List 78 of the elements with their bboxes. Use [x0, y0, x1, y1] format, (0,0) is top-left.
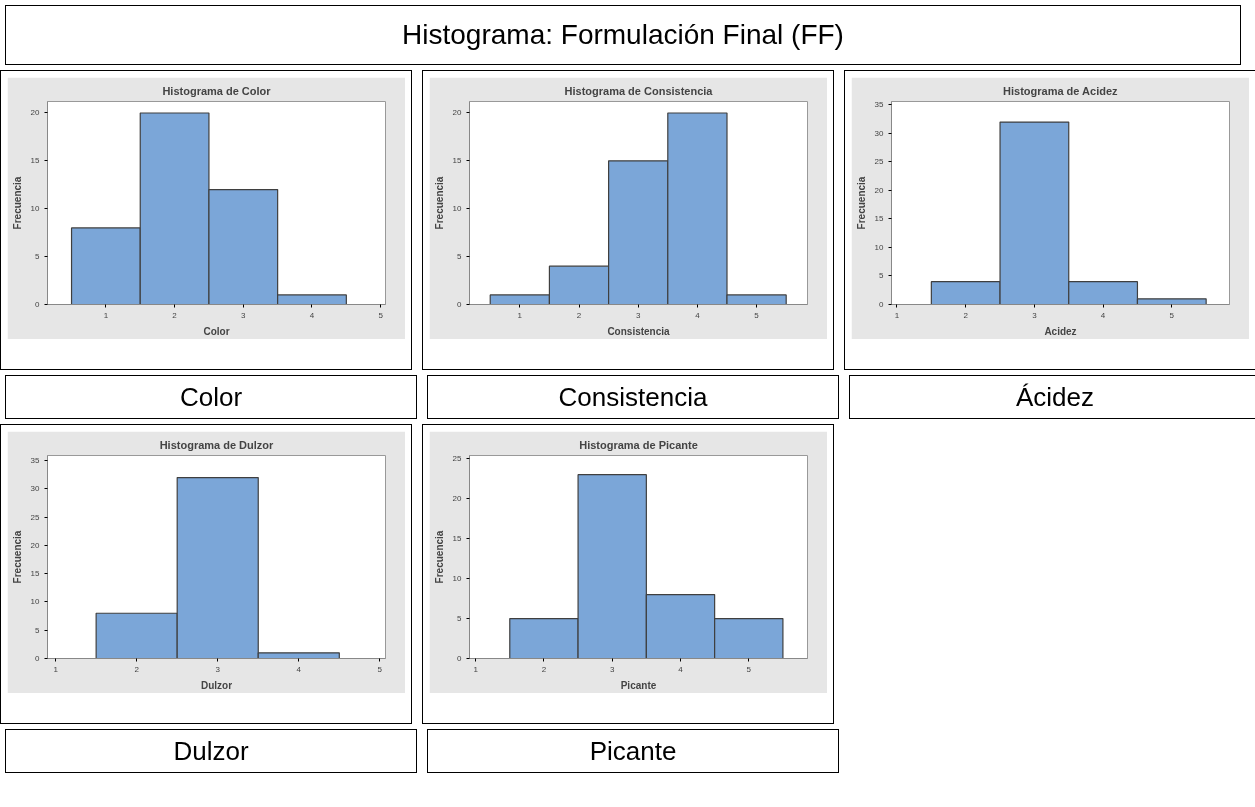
x-tick-label: 4: [1100, 310, 1106, 320]
x-tick-label: 2: [172, 310, 178, 320]
y-tick-label: 30: [30, 484, 41, 494]
x-tick-label: 3: [215, 664, 221, 674]
y-axis-title: Frecuencia: [433, 530, 445, 584]
y-tick-label: 5: [457, 252, 463, 262]
y-axis-title: Frecuencia: [11, 530, 23, 584]
y-tick-label: 0: [457, 300, 463, 309]
y-tick-label: 0: [457, 654, 463, 663]
text: Picante: [589, 735, 677, 768]
x-tick-label: 4: [309, 310, 315, 320]
y-axis-title: Frecuencia: [11, 176, 23, 230]
chart-title: Histograma de Acidez: [1003, 84, 1119, 97]
y-tick-label: 15: [30, 156, 41, 166]
y-tick-label: 15: [452, 156, 463, 166]
text: Histograma: Formulación Final (FF): [402, 18, 844, 52]
y-tick-label: 20: [30, 108, 41, 118]
x-tick-label: 1: [53, 664, 59, 674]
chart-title: Histograma de Picante: [579, 438, 698, 451]
y-tick-label: 35: [874, 100, 885, 110]
x-tick-label: 4: [296, 664, 302, 674]
x-tick-label: 2: [134, 664, 140, 674]
y-tick-label: 10: [30, 597, 41, 607]
chart-title: Histograma de Dulzor: [159, 438, 275, 451]
y-tick-label: 25: [30, 512, 41, 522]
y-tick-label: 25: [874, 157, 885, 167]
y-tick-label: 5: [35, 252, 41, 262]
x-tick-label: 5: [754, 310, 760, 320]
x-tick-label: 1: [473, 664, 479, 674]
x-axis-title: Consistencia: [607, 325, 671, 337]
y-tick-label: 15: [874, 214, 885, 224]
y-tick-label: 20: [452, 108, 463, 118]
chart-title: Histograma de Consistencia: [564, 84, 714, 97]
x-tick-label: 4: [678, 664, 684, 674]
y-tick-label: 10: [452, 574, 463, 584]
y-tick-label: 15: [30, 569, 41, 579]
text: Consistencia: [558, 381, 708, 414]
x-tick-label: 4: [695, 310, 701, 320]
x-tick-label: 5: [1169, 310, 1175, 320]
y-tick-label: 20: [452, 494, 463, 504]
x-tick-label: 2: [541, 664, 547, 674]
text: Color: [179, 381, 243, 414]
y-tick-label: 0: [35, 654, 41, 663]
y-tick-label: 10: [30, 204, 41, 214]
y-tick-label: 20: [30, 540, 41, 550]
y-tick-label: 5: [35, 625, 41, 635]
y-tick-label: 0: [35, 300, 41, 309]
x-tick-label: 2: [963, 310, 969, 320]
x-tick-label: 5: [746, 664, 752, 674]
y-tick-label: 20: [874, 185, 885, 195]
x-tick-label: 1: [103, 310, 109, 320]
y-tick-label: 10: [874, 242, 885, 252]
y-tick-label: 25: [452, 454, 463, 464]
x-tick-label: 1: [517, 310, 523, 320]
x-tick-label: 5: [377, 664, 383, 674]
x-tick-label: 5: [378, 310, 384, 320]
y-tick-label: 5: [457, 614, 463, 624]
x-tick-label: 3: [241, 310, 247, 320]
y-tick-label: 5: [879, 271, 885, 281]
text: Ácidez: [1015, 381, 1095, 414]
x-axis-title: Picante: [620, 679, 657, 691]
x-tick-label: 3: [635, 310, 641, 320]
text: Dulzor: [173, 735, 249, 768]
y-axis-title: Frecuencia: [433, 176, 445, 230]
x-tick-label: 3: [609, 664, 615, 674]
y-axis-title: Frecuencia: [855, 176, 867, 230]
y-tick-label: 0: [879, 300, 885, 309]
chart-title: Histograma de Color: [162, 84, 272, 97]
y-tick-label: 30: [874, 128, 885, 138]
x-tick-label: 1: [894, 310, 900, 320]
x-axis-title: Color: [203, 325, 230, 337]
x-tick-label: 3: [1032, 310, 1038, 320]
x-tick-label: 2: [576, 310, 582, 320]
x-axis-title: Dulzor: [200, 679, 233, 691]
x-axis-title: Acidez: [1044, 325, 1077, 337]
y-tick-label: 15: [452, 534, 463, 544]
y-tick-label: 10: [452, 204, 463, 214]
y-tick-label: 35: [30, 456, 41, 466]
